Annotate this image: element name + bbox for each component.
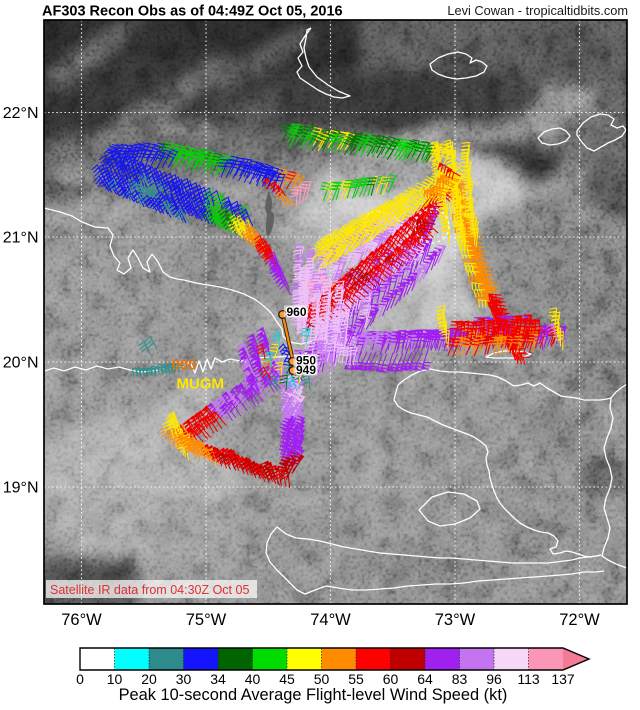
svg-text:AF303 Recon Obs as of 04:49Z O: AF303 Recon Obs as of 04:49Z Oct 05, 201…	[42, 4, 343, 20]
svg-text:64: 64	[417, 671, 433, 687]
svg-text:960: 960	[287, 305, 307, 319]
svg-text:22°N: 22°N	[3, 105, 39, 122]
svg-text:21°N: 21°N	[3, 230, 39, 247]
svg-text:74°W: 74°W	[310, 611, 351, 629]
svg-text:Levi Cowan - tropicaltidbits.c: Levi Cowan - tropicaltidbits.com	[447, 3, 628, 18]
svg-text:60: 60	[383, 671, 399, 687]
svg-text:75°W: 75°W	[186, 611, 227, 629]
svg-text:20: 20	[141, 671, 157, 687]
svg-text:40: 40	[245, 671, 261, 687]
svg-text:45: 45	[279, 671, 295, 687]
svg-text:96: 96	[486, 671, 502, 687]
svg-text:55: 55	[348, 671, 364, 687]
svg-text:Peak 10-second Average Flight-: Peak 10-second Average Flight-level Wind…	[119, 686, 508, 704]
svg-text:137: 137	[551, 671, 575, 687]
svg-text:000: 000	[172, 357, 197, 374]
svg-text:30: 30	[176, 671, 192, 687]
svg-text:950: 950	[296, 354, 316, 368]
svg-text:MUGM: MUGM	[177, 376, 225, 393]
svg-text:949: 949	[296, 363, 316, 377]
svg-text:19°N: 19°N	[3, 480, 39, 497]
svg-text:10: 10	[107, 671, 123, 687]
svg-text:73°W: 73°W	[435, 611, 476, 629]
svg-text:0: 0	[76, 671, 84, 687]
svg-text:72°W: 72°W	[559, 611, 600, 629]
svg-text:113: 113	[517, 671, 540, 687]
svg-text:Satellite IR data from 04:30Z: Satellite IR data from 04:30Z Oct 05	[50, 583, 249, 597]
svg-text:83: 83	[452, 671, 468, 687]
svg-text:34: 34	[210, 671, 226, 687]
svg-text:20°N: 20°N	[3, 355, 39, 372]
svg-text:76°W: 76°W	[61, 611, 102, 629]
svg-text:50: 50	[314, 671, 330, 687]
